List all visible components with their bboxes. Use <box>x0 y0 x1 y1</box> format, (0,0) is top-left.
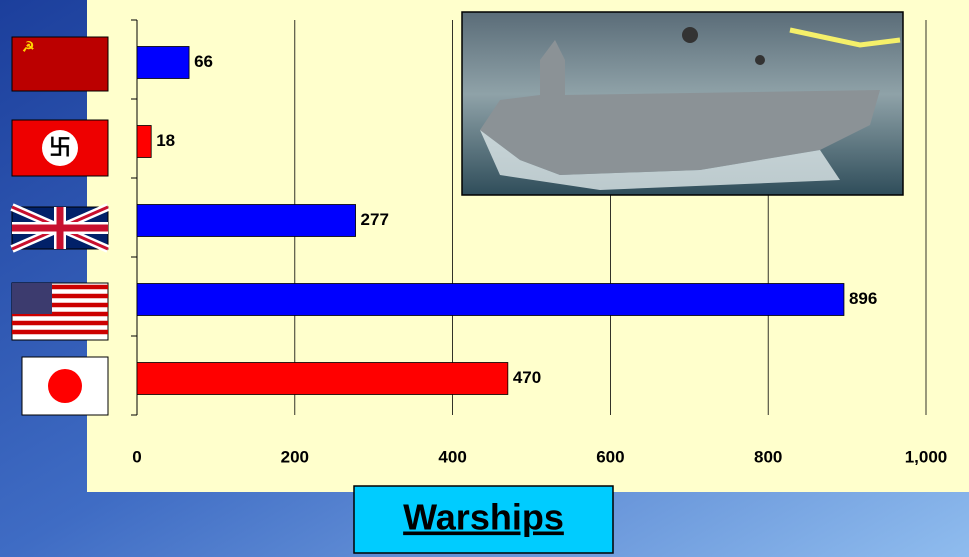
x-tick-label: 200 <box>281 447 309 466</box>
svg-text:卐: 卐 <box>49 135 71 160</box>
svg-text:☭: ☭ <box>22 39 35 55</box>
x-tick-label: 800 <box>754 447 782 466</box>
bar <box>137 284 844 316</box>
bar <box>137 47 189 79</box>
value-label: 896 <box>849 289 877 308</box>
x-tick-label: 0 <box>132 447 141 466</box>
bar <box>137 205 356 237</box>
photo <box>462 12 903 195</box>
bar <box>137 126 151 158</box>
value-label: 277 <box>361 210 389 229</box>
value-label: 66 <box>194 52 213 71</box>
title-box: Warships <box>354 486 613 553</box>
chart-title: Warships <box>403 497 564 538</box>
x-tick-label: 1,000 <box>905 447 948 466</box>
chart: ☭ 卐 Warships 0 200 400 600 800 1,000 66 18 277 89… <box>0 0 969 557</box>
value-label: 470 <box>513 368 541 387</box>
x-tick-label: 600 <box>596 447 624 466</box>
x-tick-label: 400 <box>438 447 466 466</box>
value-label: 18 <box>156 131 175 150</box>
bar <box>137 363 508 395</box>
